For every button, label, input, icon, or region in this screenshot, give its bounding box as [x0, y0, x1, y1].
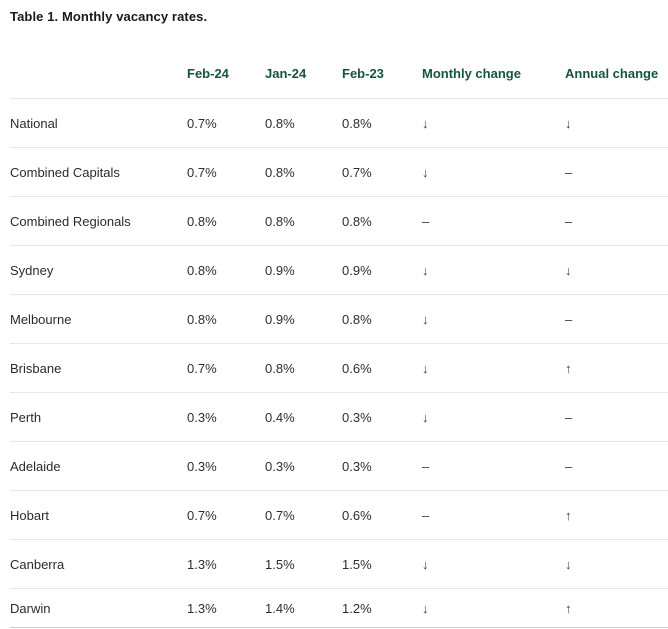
monthly-change-indicator: ↓ [422, 409, 429, 425]
cell-jan24: 0.8% [265, 115, 295, 131]
row-label: Combined Capitals [10, 164, 120, 180]
cell-feb23: 0.6% [342, 360, 372, 376]
table-row: Combined Capitals 0.7% 0.8% 0.7% ↓ – [10, 148, 668, 197]
cell-feb24: 1.3% [187, 556, 217, 572]
table-row: National 0.7% 0.8% 0.8% ↓ ↓ [10, 99, 668, 148]
cell-feb23: 0.7% [342, 164, 372, 180]
cell-feb24: 0.7% [187, 115, 217, 131]
monthly-change-indicator: – [422, 458, 430, 474]
table-row: Adelaide 0.3% 0.3% 0.3% – – [10, 442, 668, 491]
cell-jan24: 1.5% [265, 556, 295, 572]
cell-jan24: 0.9% [265, 262, 295, 278]
cell-jan24: 0.4% [265, 409, 295, 425]
row-label: Sydney [10, 262, 54, 278]
cell-feb23: 0.9% [342, 262, 372, 278]
cell-feb23: 0.6% [342, 507, 372, 523]
table-row: Canberra 1.3% 1.5% 1.5% ↓ ↓ [10, 540, 668, 589]
cell-feb23: 0.3% [342, 409, 372, 425]
table-row: Combined Regionals 0.8% 0.8% 0.8% – – [10, 197, 668, 246]
table-row: Sydney 0.8% 0.9% 0.9% ↓ ↓ [10, 246, 668, 295]
cell-feb24: 1.3% [187, 600, 217, 616]
table-title: Table 1. Monthly vacancy rates. [10, 9, 208, 24]
annual-change-indicator: – [565, 164, 573, 180]
cell-jan24: 0.9% [265, 311, 295, 327]
table-row: Perth 0.3% 0.4% 0.3% ↓ – [10, 393, 668, 442]
row-label: Canberra [10, 556, 65, 572]
monthly-change-indicator: ↓ [422, 115, 429, 131]
monthly-change-indicator: ↓ [422, 164, 429, 180]
annual-change-indicator: – [565, 311, 573, 327]
monthly-change-indicator: – [422, 507, 430, 523]
cell-feb24: 0.7% [187, 507, 217, 523]
annual-change-indicator: – [565, 409, 573, 425]
monthly-change-indicator: ↓ [422, 311, 429, 327]
cell-feb24: 0.8% [187, 262, 217, 278]
cell-jan24: 0.8% [265, 213, 295, 229]
annual-change-indicator: ↑ [565, 507, 572, 523]
row-label: Darwin [10, 600, 51, 616]
cell-feb23: 0.3% [342, 458, 372, 474]
header-monthly-change: Monthly change [422, 66, 521, 81]
annual-change-indicator: ↓ [565, 262, 572, 278]
cell-jan24: 0.8% [265, 360, 295, 376]
annual-change-indicator: ↓ [565, 115, 572, 131]
annual-change-indicator: ↑ [565, 360, 572, 376]
cell-feb23: 1.5% [342, 556, 372, 572]
row-label: Brisbane [10, 360, 62, 376]
row-label: Combined Regionals [10, 213, 131, 229]
monthly-change-indicator: ↓ [422, 556, 429, 572]
table-row: Melbourne 0.8% 0.9% 0.8% ↓ – [10, 295, 668, 344]
cell-feb23: 1.2% [342, 600, 372, 616]
monthly-change-indicator: ↓ [422, 262, 429, 278]
monthly-change-indicator: ↓ [422, 360, 429, 376]
cell-feb23: 0.8% [342, 213, 372, 229]
annual-change-indicator: – [565, 213, 573, 229]
cell-jan24: 0.3% [265, 458, 295, 474]
cell-feb24: 0.3% [187, 458, 217, 474]
row-label: Adelaide [10, 458, 61, 474]
annual-change-indicator: ↑ [565, 600, 572, 616]
row-label: Perth [10, 409, 42, 425]
header-feb23: Feb-23 [342, 66, 384, 81]
annual-change-indicator: – [565, 458, 573, 474]
header-feb24: Feb-24 [187, 66, 229, 81]
table-row: Darwin 1.3% 1.4% 1.2% ↓ ↑ [10, 589, 668, 628]
vacancy-rates-table: Feb-24 Jan-24 Feb-23 Monthly change Annu… [10, 24, 668, 628]
monthly-change-indicator: – [422, 213, 430, 229]
cell-feb24: 0.8% [187, 213, 217, 229]
cell-feb24: 0.8% [187, 311, 217, 327]
annual-change-indicator: ↓ [565, 556, 572, 572]
row-label: Melbourne [10, 311, 72, 327]
header-jan24: Jan-24 [265, 66, 307, 81]
header-annual-change: Annual change [565, 66, 659, 81]
cell-jan24: 0.7% [265, 507, 295, 523]
row-label: National [10, 115, 58, 131]
table-row: Brisbane 0.7% 0.8% 0.6% ↓ ↑ [10, 344, 668, 393]
monthly-change-indicator: ↓ [422, 600, 429, 616]
cell-jan24: 1.4% [265, 600, 295, 616]
cell-feb24: 0.7% [187, 360, 217, 376]
table-header-row: Feb-24 Jan-24 Feb-23 Monthly change Annu… [10, 24, 668, 99]
table-row: Hobart 0.7% 0.7% 0.6% – ↑ [10, 491, 668, 540]
cell-feb23: 0.8% [342, 115, 372, 131]
cell-feb24: 0.7% [187, 164, 217, 180]
row-label: Hobart [10, 507, 50, 523]
cell-feb23: 0.8% [342, 311, 372, 327]
cell-feb24: 0.3% [187, 409, 217, 425]
cell-jan24: 0.8% [265, 164, 295, 180]
